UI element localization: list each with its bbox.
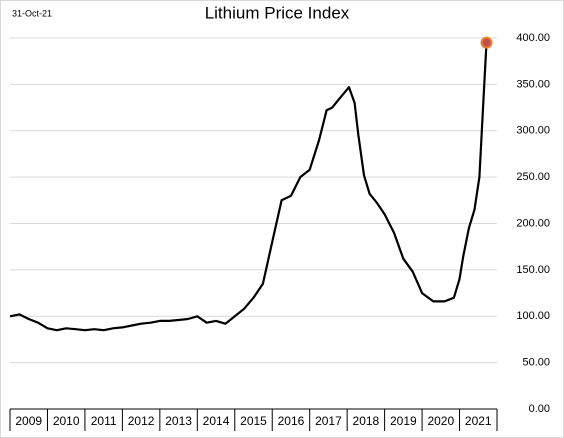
line	[9, 42, 488, 332]
x-tick-label: 2012	[128, 414, 155, 428]
x-tick-label: 2013	[165, 414, 192, 428]
y-tick-label: 50.00	[522, 357, 550, 369]
y-tick-label: 300.00	[516, 125, 550, 137]
y-tick-label: 0.00	[529, 403, 550, 415]
x-tick-label: 2009	[15, 414, 42, 428]
x-tick-label: 2018	[353, 414, 380, 428]
y-tick-label: 400.00	[516, 32, 550, 44]
x-tick-label: 2015	[240, 414, 267, 428]
x-tick-label: 2019	[390, 414, 417, 428]
y-tick-label: 350.00	[516, 78, 550, 90]
x-tick-label: 2016	[278, 414, 305, 428]
x-tick-label: 2014	[203, 414, 230, 428]
date-label: 31-Oct-21	[12, 8, 52, 18]
x-tick-label: 2011	[91, 414, 117, 428]
x-tick-label: 2021	[465, 414, 492, 428]
x-tick-label: 2020	[427, 414, 454, 428]
y-tick-label: 100.00	[516, 310, 550, 322]
y-tick-label: 200.00	[516, 217, 550, 229]
y-tick-label: 250.00	[516, 171, 550, 183]
chart-title: Lithium Price Index	[205, 3, 350, 22]
x-tick-label: 2010	[53, 414, 80, 428]
x-tick-label: 2017	[315, 414, 342, 428]
y-tick-label: 150.00	[516, 264, 550, 276]
end-marker	[480, 36, 493, 49]
